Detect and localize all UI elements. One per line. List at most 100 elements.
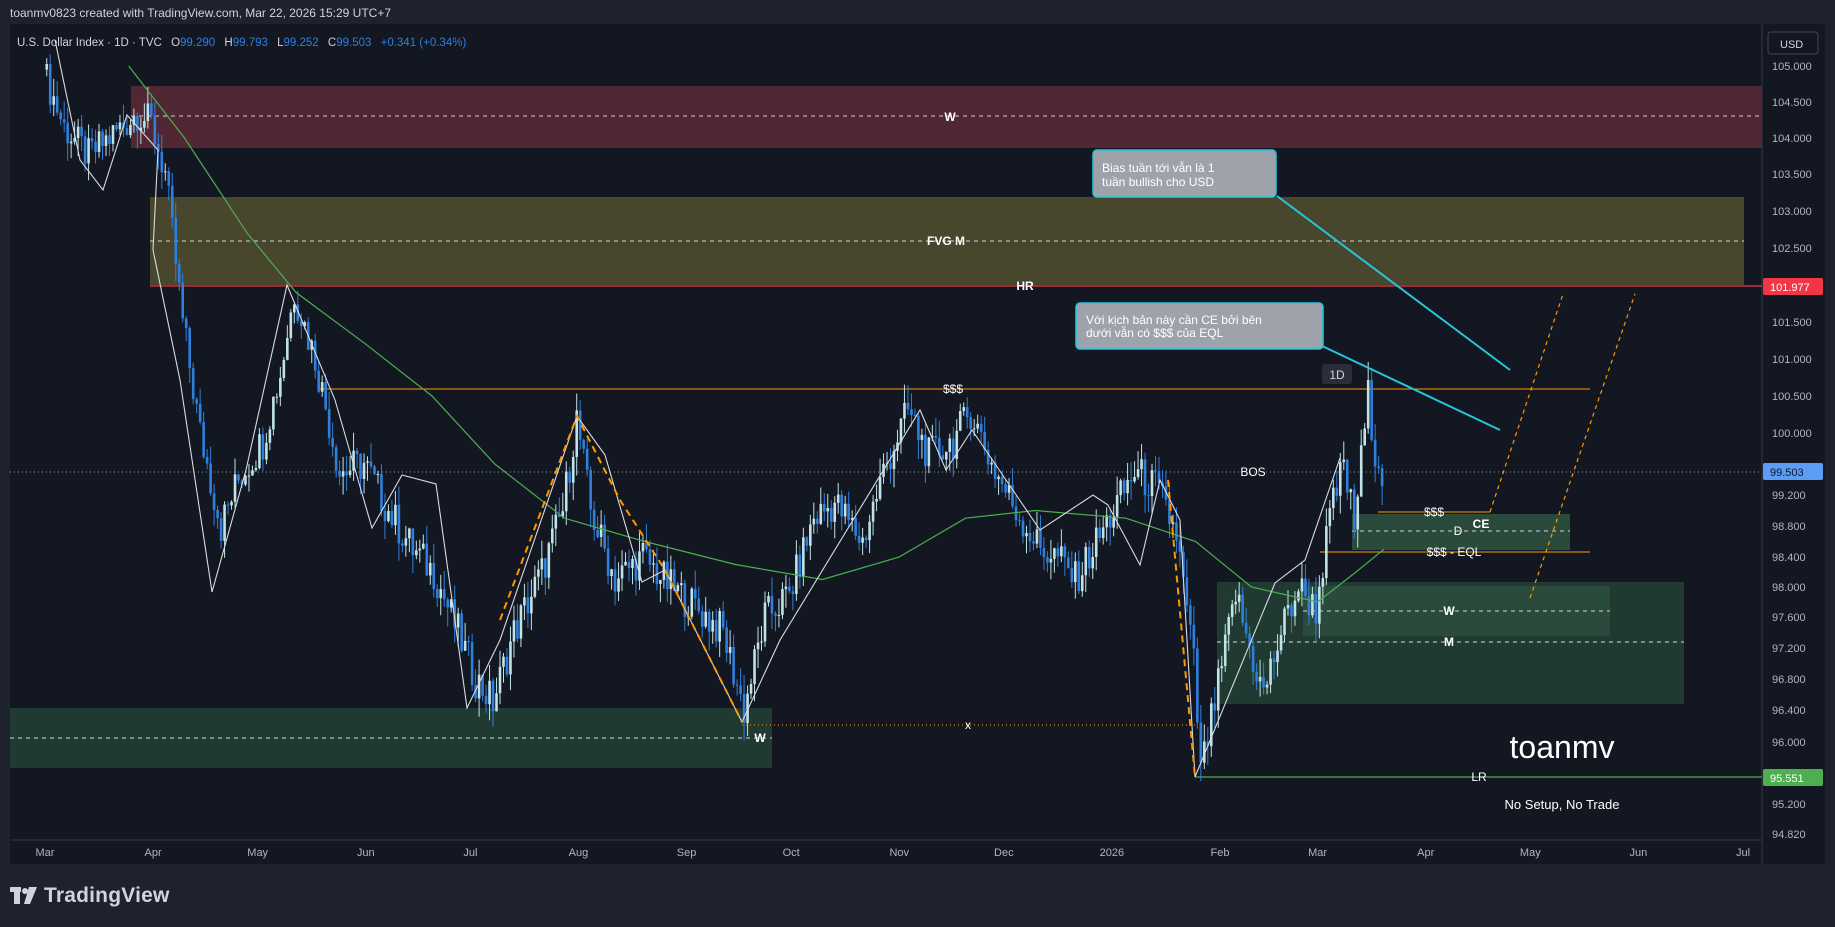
candle-body	[1108, 515, 1112, 528]
candle-body	[1004, 484, 1007, 493]
candle-body	[1370, 379, 1373, 440]
price-axis[interactable]	[1762, 24, 1825, 864]
candle-body	[1290, 604, 1293, 617]
candle-body	[575, 410, 579, 457]
callout-lower[interactable]	[1075, 302, 1324, 350]
callout-upper[interactable]	[1092, 149, 1277, 198]
watermark-tagline: No Setup, No Trade	[1505, 797, 1620, 812]
candle-body	[491, 680, 495, 712]
candle-body	[910, 409, 913, 416]
time-tick-label: Nov	[889, 847, 909, 859]
candle-body	[1014, 506, 1018, 521]
candle-body	[725, 627, 728, 653]
candle-body	[934, 436, 938, 438]
candle-body	[143, 121, 146, 128]
candle-body	[1101, 527, 1105, 539]
candle-body	[791, 591, 795, 595]
candle-body	[1042, 548, 1046, 558]
candle-body	[83, 136, 87, 164]
candle-body	[983, 431, 986, 450]
candle-body	[477, 674, 481, 699]
candle-body	[48, 64, 52, 105]
candle-body	[1185, 577, 1189, 606]
candle-body	[209, 463, 212, 494]
candle-body	[1262, 676, 1265, 688]
candle-body	[1189, 605, 1192, 625]
symbol-legend[interactable]: U.S. Dollar Index · 1D · TVC O99.290 H99…	[17, 37, 466, 49]
tradingview-brand: TradingView	[44, 884, 170, 907]
time-tick-label: Jul	[1736, 847, 1750, 859]
candle-body	[470, 642, 474, 685]
candle-body	[129, 125, 132, 136]
high-value: 99.793	[233, 37, 268, 49]
candle-body	[1143, 459, 1147, 496]
time-axis[interactable]	[10, 840, 1762, 864]
candle-body	[645, 542, 648, 550]
candle-body	[1140, 459, 1143, 470]
candle-body	[784, 586, 788, 590]
candle-body	[439, 589, 443, 599]
candle-body	[446, 599, 450, 608]
candle-body	[638, 551, 641, 581]
candle-body	[150, 103, 153, 116]
candle-body	[425, 543, 429, 576]
callout-upper-line2: tuần bullish cho USD	[1102, 175, 1214, 189]
price-tick-label: 104.000	[1772, 133, 1812, 145]
projection-2	[1529, 293, 1636, 599]
candle-body	[1269, 658, 1272, 685]
candle-body	[1182, 551, 1185, 578]
candle-body	[606, 548, 610, 577]
candle-body	[655, 563, 659, 584]
candle-body	[230, 501, 233, 506]
tradingview-footer[interactable]: TradingView	[10, 884, 170, 908]
candle-body	[1283, 608, 1286, 635]
time-tick-label: Oct	[783, 847, 800, 859]
candle-body	[258, 434, 261, 469]
currency-button[interactable]	[1767, 31, 1819, 55]
time-tick-label: Feb	[1211, 847, 1230, 859]
candle-body	[1025, 532, 1028, 537]
candle-body	[505, 656, 509, 675]
candle-body	[1377, 466, 1380, 469]
candle-body	[1080, 575, 1084, 592]
candle-body	[735, 684, 739, 686]
candle-body	[1067, 557, 1070, 569]
candle-body	[191, 368, 195, 400]
candle-body	[728, 646, 732, 653]
candle-body	[1276, 650, 1279, 663]
candle-body	[571, 456, 575, 483]
candle-body	[673, 569, 676, 592]
candle-body	[1230, 604, 1234, 617]
candle-body	[613, 569, 617, 592]
candle-body	[798, 554, 802, 577]
candle-body	[620, 565, 624, 579]
price-tick-label: 100.000	[1772, 428, 1812, 440]
candle-body	[397, 504, 401, 544]
candle-body	[1359, 445, 1363, 497]
candle-body	[136, 116, 139, 131]
timeframe-badge[interactable]	[1322, 364, 1352, 384]
candle-body	[488, 680, 491, 705]
candle-body	[1199, 722, 1203, 763]
candle-body	[1105, 515, 1108, 528]
candle-body	[1115, 495, 1119, 517]
candle-body	[244, 475, 247, 485]
candle-body	[1168, 499, 1171, 525]
candle-body	[125, 128, 129, 136]
candle-body	[279, 377, 282, 397]
candle-body	[568, 471, 572, 483]
candle-body	[1307, 596, 1311, 616]
time-tick-label: 2026	[1100, 847, 1124, 859]
candle-body	[1342, 459, 1346, 463]
candle-body	[1129, 479, 1133, 482]
time-tick-label: Jul	[463, 847, 477, 859]
candle-body	[1272, 658, 1276, 663]
candle-body	[676, 585, 680, 592]
candle-body	[160, 151, 164, 173]
candle-body	[749, 683, 753, 694]
candle-body	[292, 304, 296, 313]
time-tick-label: Jun	[357, 847, 375, 859]
candle-body	[1049, 558, 1053, 563]
candle-body	[157, 143, 160, 152]
